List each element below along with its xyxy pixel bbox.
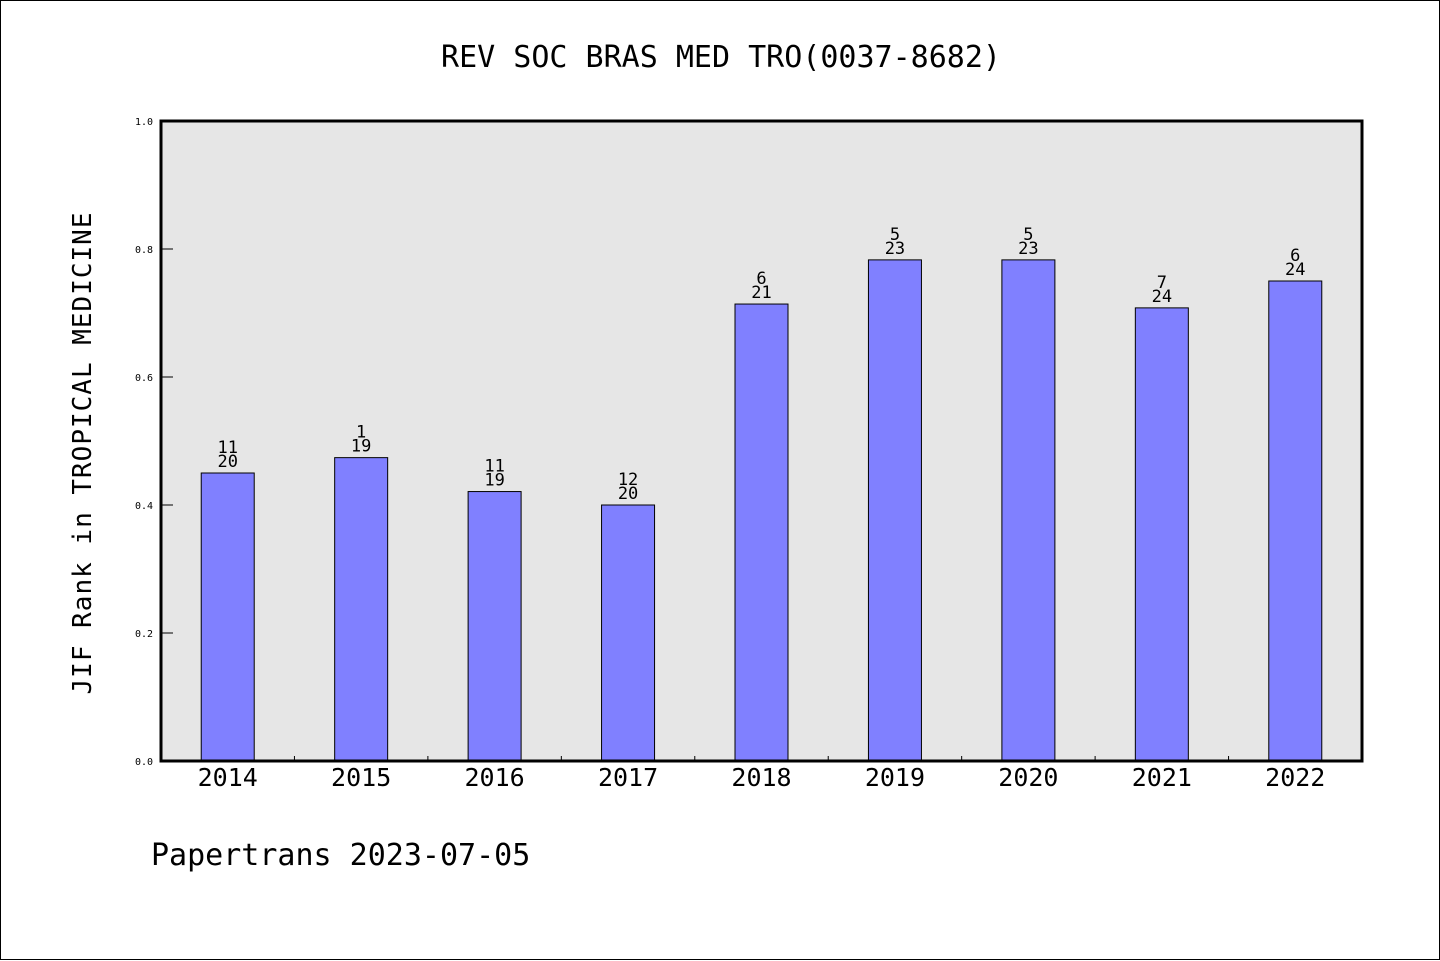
rank-label-2020: 5: [1023, 225, 1033, 245]
y-axis-label: JIF Rank in TROPICAL MEDICINE: [68, 212, 98, 695]
total-label-2015: 19: [351, 437, 371, 457]
y-tick-label: 1.0: [135, 117, 153, 128]
x-tick-label-2022: 2022: [1265, 763, 1325, 792]
rank-label-2019: 5: [890, 225, 900, 245]
total-label-2018: 21: [751, 283, 771, 303]
total-label-2016: 19: [484, 471, 504, 491]
footer-text: Papertrans 2023-07-05: [151, 838, 530, 873]
bar-2020: [1001, 259, 1056, 762]
x-tick-label-2019: 2019: [865, 763, 925, 792]
bar-2021: [1134, 307, 1189, 762]
x-tick-label-2020: 2020: [998, 763, 1058, 792]
bar-2015: [334, 457, 389, 762]
y-tick-label: 0.0: [135, 757, 153, 768]
y-tick-label: 0.4: [135, 501, 153, 512]
y-tick-label: 0.2: [135, 629, 153, 640]
plot-border: [159, 119, 1364, 763]
x-tick-label-2014: 2014: [198, 763, 258, 792]
bar-2019: [867, 259, 922, 762]
rank-label-2016: 11: [484, 457, 504, 477]
chart-title: REV SOC BRAS MED TRO(0037-8682): [441, 40, 1001, 75]
y-tick-label: 0.6: [135, 373, 153, 384]
bar-2017: [601, 504, 656, 762]
x-tick-label-2016: 2016: [465, 763, 525, 792]
bar-2014: [200, 472, 255, 762]
x-tick-label-2017: 2017: [598, 763, 658, 792]
bar-2016: [467, 491, 522, 762]
total-label-2014: 20: [217, 452, 237, 472]
x-tick-label-2015: 2015: [331, 763, 391, 792]
rank-label-2018: 6: [756, 269, 766, 289]
bar-2022: [1268, 280, 1323, 762]
ticks-layer: 2014 2015 2016 2017 2018 2019 2020 2021 20220.00…: [135, 117, 1325, 792]
total-label-2021: 24: [1152, 287, 1172, 307]
total-label-2019: 23: [885, 239, 905, 259]
total-label-2022: 24: [1285, 260, 1305, 280]
x-tick-label-2021: 2021: [1132, 763, 1192, 792]
bar-2018: [734, 303, 789, 762]
total-label-2020: 23: [1018, 239, 1038, 259]
rank-label-2021: 7: [1157, 273, 1167, 293]
rank-label-2022: 6: [1290, 246, 1300, 266]
rank-label-2017: 12: [618, 470, 638, 490]
total-label-2017: 20: [618, 484, 638, 504]
x-tick-label-2018: 2018: [731, 763, 791, 792]
rank-label-2015: 1: [356, 423, 366, 443]
y-tick-label: 0.8: [135, 245, 153, 256]
rank-label-2014: 11: [217, 438, 237, 458]
